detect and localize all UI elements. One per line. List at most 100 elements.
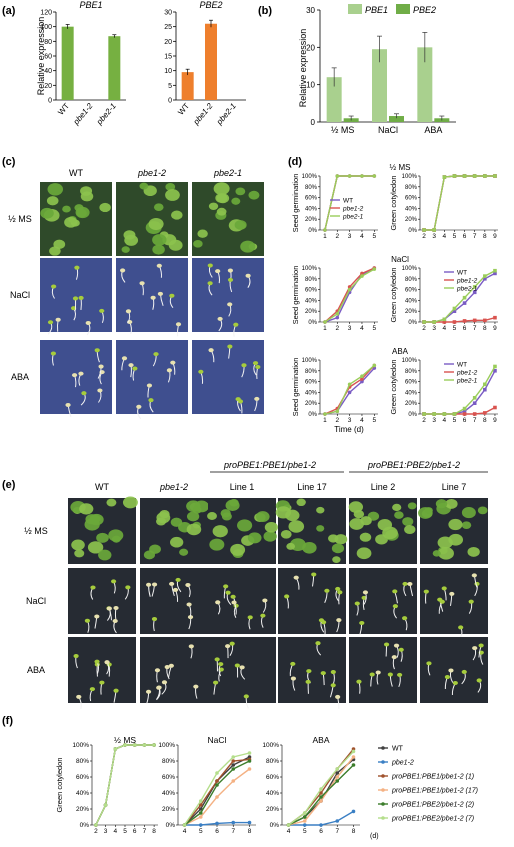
legend-label: pbe1-2 bbox=[391, 760, 414, 767]
x-tick-label: 6 bbox=[215, 828, 219, 835]
seedling bbox=[113, 605, 119, 610]
y-axis-label: Green cotyledon bbox=[55, 757, 64, 812]
cotyledon bbox=[316, 506, 325, 514]
seedling bbox=[441, 586, 447, 591]
data-point bbox=[182, 823, 187, 827]
y-tick-label: 0% bbox=[408, 228, 417, 234]
seedling bbox=[169, 293, 175, 298]
series-line bbox=[324, 267, 375, 323]
x-tick-label: 7 bbox=[473, 417, 477, 424]
y-tick-label: 60% bbox=[305, 196, 318, 202]
data-point bbox=[247, 820, 252, 825]
cotyledon bbox=[356, 547, 372, 560]
legend-swatch bbox=[348, 4, 362, 14]
x-tick-label: 7 bbox=[143, 828, 147, 835]
seedling bbox=[284, 594, 290, 599]
y-tick-label: 40% bbox=[305, 298, 318, 304]
cotyledon bbox=[275, 506, 292, 519]
y-tick-label: 0% bbox=[408, 320, 417, 326]
x-tick-label: 3 bbox=[348, 417, 352, 424]
y-tick-label: 40% bbox=[405, 390, 418, 396]
cotyledon bbox=[40, 207, 54, 219]
seedling bbox=[227, 302, 233, 307]
seedling bbox=[81, 391, 87, 396]
seedling bbox=[243, 694, 249, 699]
seedling bbox=[113, 688, 119, 693]
data-point bbox=[493, 174, 497, 178]
seedling bbox=[439, 599, 445, 604]
seedling-photo bbox=[192, 182, 264, 256]
seedling bbox=[84, 618, 91, 623]
legend-label: proPBE1:PBE1/pbe1-2 (1) bbox=[391, 774, 474, 781]
seedling-photo bbox=[420, 568, 488, 640]
chart-title: NaCl bbox=[391, 255, 409, 264]
cotyledon bbox=[165, 189, 180, 201]
y-tick-label: 100 bbox=[40, 24, 52, 31]
x-tick-label: 6 bbox=[133, 828, 137, 835]
data-point bbox=[483, 411, 487, 415]
y-tick-label: 20 bbox=[306, 43, 315, 52]
chart-title: NaCl bbox=[208, 735, 227, 745]
seedling bbox=[169, 581, 175, 586]
x-tick-label: 5 bbox=[453, 233, 457, 240]
cotyledon bbox=[230, 543, 246, 556]
seedling bbox=[207, 281, 213, 286]
data-point bbox=[452, 412, 457, 416]
x-tick-label: 6 bbox=[463, 325, 467, 332]
seedling bbox=[252, 361, 259, 366]
cotyledon bbox=[359, 532, 372, 542]
category-label: pbe2-1 bbox=[94, 102, 118, 128]
cotyledon bbox=[316, 525, 325, 532]
category-label: WT bbox=[176, 101, 191, 116]
data-point bbox=[335, 312, 340, 316]
series-line bbox=[95, 744, 155, 826]
data-point bbox=[319, 823, 323, 827]
data-point bbox=[198, 811, 203, 815]
y-tick-label: 20% bbox=[305, 217, 318, 223]
legend-label: proPBE1:PBE2/pbe1-2 (7) bbox=[391, 816, 474, 823]
seedling bbox=[354, 601, 360, 606]
seedling-photo bbox=[192, 258, 264, 337]
x-tick-label: 8 bbox=[483, 417, 487, 424]
seedling bbox=[478, 643, 484, 648]
legend-label: proPBE1:PBE1/pbe1-2 (17) bbox=[391, 788, 478, 795]
legend-label: pbe1-2 bbox=[342, 206, 364, 213]
legend-label: WT bbox=[392, 746, 404, 753]
data-point bbox=[198, 823, 203, 827]
seedling bbox=[187, 615, 194, 620]
x-tick-label: 5 bbox=[199, 828, 203, 835]
data-point bbox=[351, 763, 356, 767]
cotyledon bbox=[46, 196, 59, 206]
y-tick-label: 30 bbox=[306, 6, 315, 15]
cotyledon bbox=[159, 509, 170, 519]
cotyledon bbox=[237, 519, 253, 532]
seedling-photo bbox=[348, 498, 417, 564]
cotyledon bbox=[286, 542, 296, 550]
y-tick-label: 80 bbox=[44, 39, 52, 46]
cotyledon bbox=[404, 524, 416, 535]
seedling bbox=[397, 672, 403, 677]
cotyledon bbox=[75, 206, 90, 219]
chart-title: PBE2 bbox=[199, 0, 222, 10]
seedling bbox=[245, 273, 251, 278]
panel-d-germination-charts: ½ MS0%20%40%60%80%100%1 2 3 4 50%20%40%60%80… bbox=[291, 163, 498, 434]
y-tick-label: 80% bbox=[305, 369, 318, 375]
y-tick-label: 80% bbox=[76, 758, 89, 765]
data-point bbox=[142, 743, 147, 747]
x-tick-label: 4 bbox=[360, 325, 364, 332]
seedling bbox=[207, 263, 213, 268]
cotyledon bbox=[477, 506, 488, 515]
data-point bbox=[351, 749, 356, 754]
seedling bbox=[330, 683, 336, 688]
seedling bbox=[461, 669, 467, 674]
x-tick-label: 4 bbox=[360, 417, 364, 424]
data-point bbox=[286, 823, 291, 827]
data-point bbox=[432, 412, 436, 416]
seedling bbox=[254, 396, 260, 401]
seedling bbox=[188, 644, 194, 649]
cotyledon bbox=[152, 234, 167, 246]
seedling bbox=[217, 316, 223, 321]
x-tick-label: 6 bbox=[319, 828, 323, 835]
seedling bbox=[51, 284, 57, 289]
photo-background bbox=[68, 568, 136, 634]
